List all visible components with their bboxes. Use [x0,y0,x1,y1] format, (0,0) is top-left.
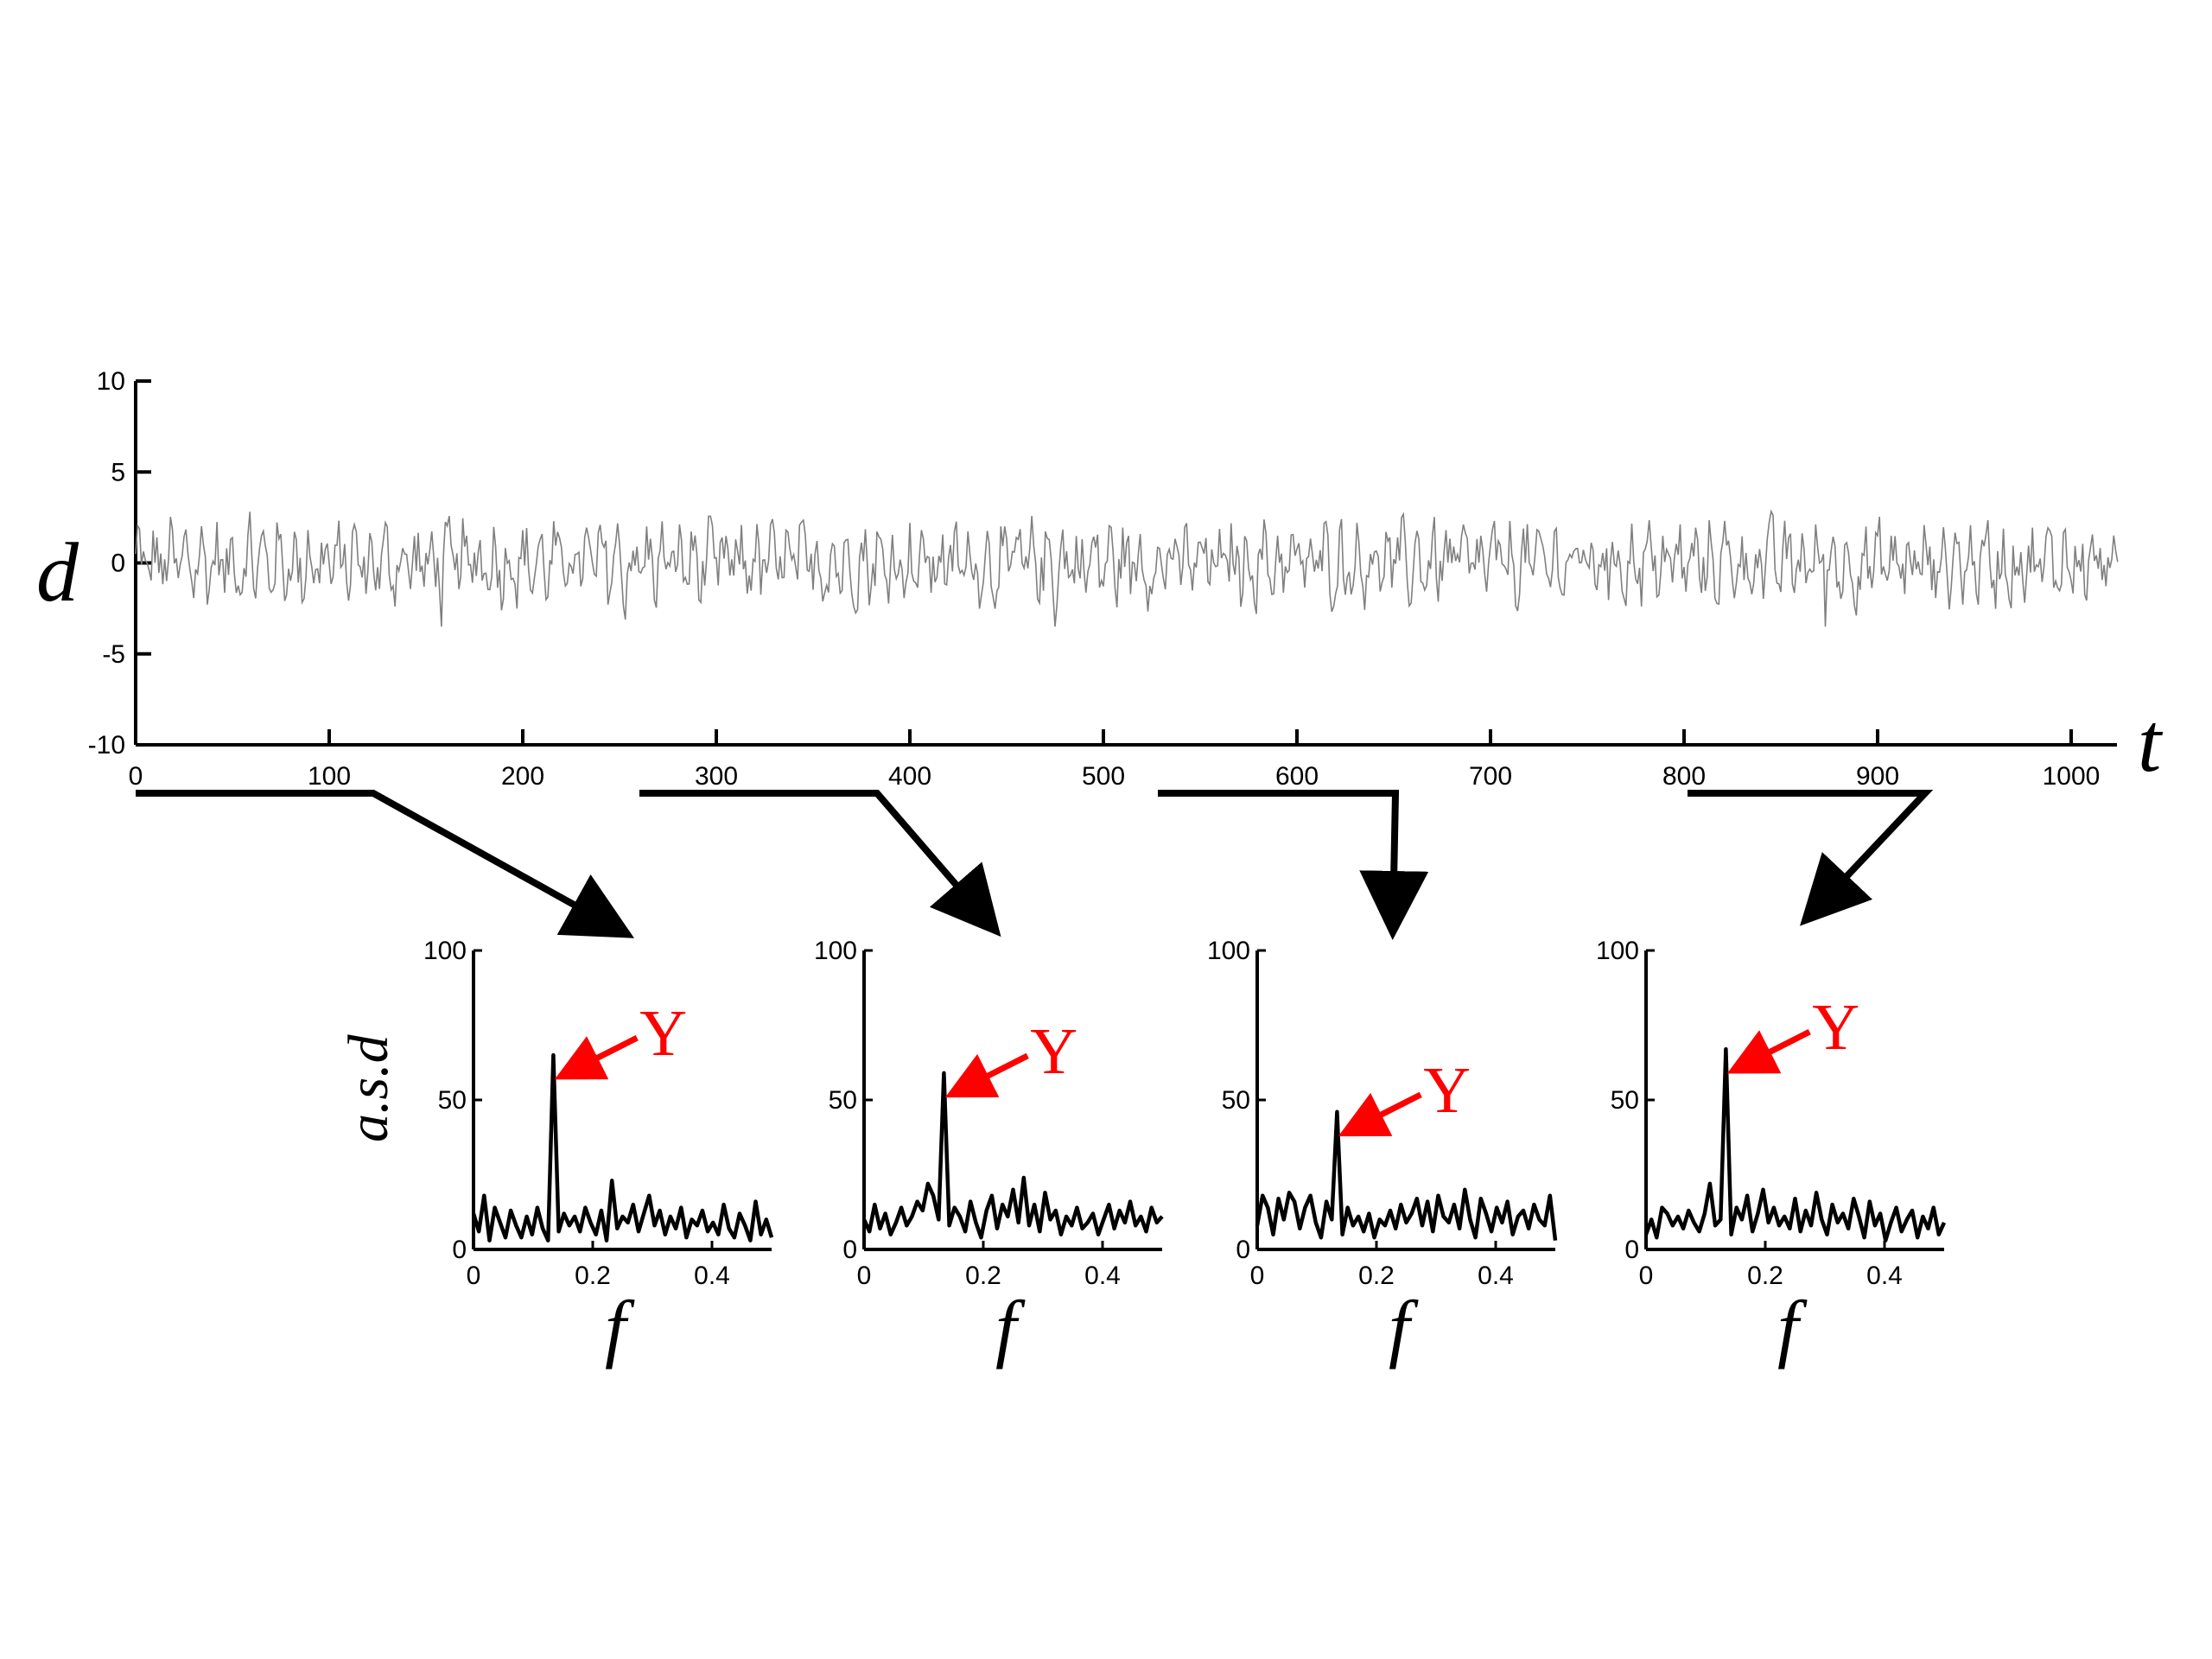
y-tick-label: 0 [111,550,125,578]
spectrum-y-tick-label: 50 [829,1086,857,1115]
spectrum-y-tick-label: 50 [438,1086,467,1115]
spectrum-line [1255,1109,1558,1241]
y-axis-label-d: d [36,526,79,620]
x-tick-label: 500 [1082,762,1125,791]
window-connector-4 [1688,790,1934,926]
spectrum-x-tick-label: 0.2 [1747,1262,1783,1290]
x-tick-label: 200 [501,762,544,791]
x-tick-label: 800 [1662,762,1706,791]
spectrum-y-tick-label: 0 [842,1236,857,1264]
spectrum-y-tick-label: 100 [1596,937,1639,965]
spectrum-2-panel: 100 50 00 0.2 0.4 Yf [814,937,1164,1370]
spectrum-y-tick-label: 0 [1624,1236,1639,1264]
spectrum-x-tick-label: 0.2 [965,1262,1001,1290]
peak-label: Y [1812,991,1859,1064]
peak-label: Y [1030,1015,1077,1088]
spectrum-y-tick-label: 100 [1207,937,1250,965]
window-connectors [136,790,1934,940]
x-tick-label: 700 [1469,762,1512,791]
y-tick-label: -5 [102,640,125,669]
time-series-line [135,509,2119,627]
spectrum-x-tick-label: 0.4 [1478,1262,1514,1290]
window-connector-1 [136,790,634,938]
x-tick-label: 300 [695,762,738,791]
spectrum-y-tick-label: 0 [452,1236,467,1264]
window-connector-2 [639,790,1001,938]
y-tick-label: 5 [111,458,125,486]
spectrum-y-tick-label: 0 [1236,1236,1250,1264]
peak-label: Y [1423,1054,1471,1127]
time-series-top-ticks [134,731,2073,740]
peak-arrow [944,1052,1029,1098]
x-tick-label: 100 [308,762,351,791]
spectrum-x-axis-label: f [1389,1287,1419,1370]
spectrum-x-axis-label: f [605,1287,635,1370]
spectrum-x-tick-label: 0.2 [1358,1262,1395,1290]
x-axis-label-t: t [2138,696,2164,790]
x-tick-label: 600 [1275,762,1319,791]
spectrum-x-tick-label: 0 [467,1262,481,1290]
spectrum-x-tick-label: 0 [857,1262,872,1290]
spectrum-4-panel: 100 50 00 0.2 0.4 Yf [1596,937,1947,1370]
spectrum-x-tick-label: 0 [1639,1262,1654,1290]
peak-label: Y [639,997,687,1070]
y-tick-label: 10 [97,367,125,396]
spectrum-line [1643,1046,1947,1243]
x-tick-label: 900 [1856,762,1899,791]
spectrum-x-tick-label: 0.4 [1084,1262,1121,1290]
time-series-panel: 10 5 0 -5 -10 0 100 200 300 400 500 600 700 800 900 10… [36,367,2164,791]
spectrum-y-tick-label: 100 [814,937,857,965]
spectrum-3-panel: 100 50 00 0.2 0.4 Yf [1207,937,1558,1370]
spectrum-x-axis-label: f [995,1287,1026,1370]
time-series-y-ticks: 10 5 0 -5 -10 [88,367,151,760]
spectrum-y-axis-label: a.s.d [337,1033,400,1142]
x-tick-label: 1000 [2043,762,2101,791]
spectrum-x-tick-label: 0 [1250,1262,1265,1290]
spectrum-y-tick-label: 50 [1222,1086,1250,1115]
window-connector-3 [1158,790,1429,940]
spectrum-x-tick-label: 0.4 [694,1262,730,1290]
x-tick-label: 0 [129,762,143,791]
spectrum-y-tick-label: 100 [423,937,467,965]
peak-arrow [1726,1029,1811,1074]
spectrum-line [471,1052,774,1243]
spectrum-line [861,1071,1164,1240]
y-tick-label: -10 [88,731,125,760]
peak-arrow [1338,1091,1422,1137]
time-series-x-ticks: 0 100 200 300 400 500 600 700 800 900 1000 [129,729,2101,791]
x-tick-label: 400 [888,762,931,791]
spectrum-1-panel: 100 50 00 0.2 0.4 Yf [423,937,774,1370]
spectrum-x-tick-label: 0.2 [575,1262,611,1290]
spectrum-x-tick-label: 0.4 [1866,1262,1903,1290]
spectrum-x-axis-label: f [1777,1287,1808,1370]
peak-arrow [554,1034,639,1080]
spectrum-y-tick-label: 50 [1611,1086,1639,1115]
